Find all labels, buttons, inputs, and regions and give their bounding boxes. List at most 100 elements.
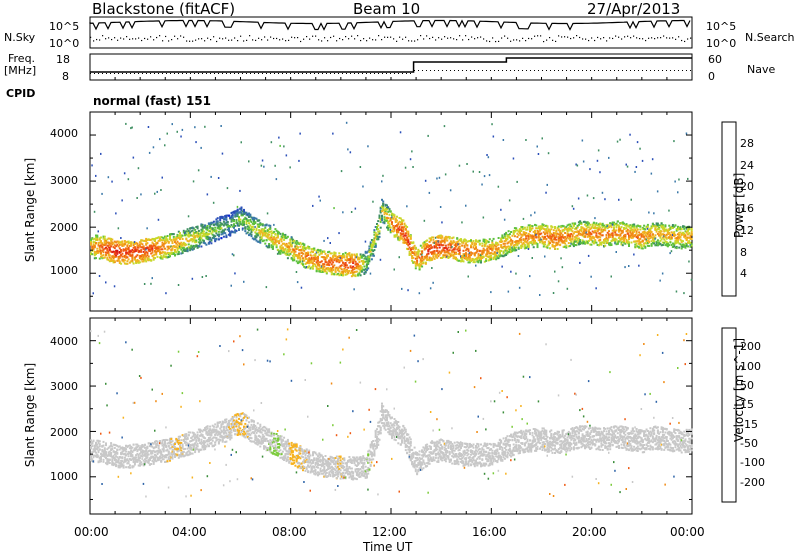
power-cell (325, 253, 327, 255)
power-cell (399, 256, 401, 258)
power-cell (480, 254, 482, 256)
power-cell (506, 238, 508, 240)
power-cell (421, 266, 423, 268)
power-cell (138, 167, 140, 169)
power-cell (373, 229, 375, 231)
power-cell (674, 234, 676, 236)
velocity-cell (125, 448, 127, 450)
power-cell (263, 166, 265, 168)
power-cell (133, 157, 135, 159)
power-cell (436, 247, 438, 249)
power-cell (503, 139, 505, 141)
power-cell (327, 255, 329, 257)
power-cell (432, 282, 434, 284)
power-cell (200, 147, 202, 149)
power-cell (126, 245, 128, 247)
velocity-cell (98, 335, 100, 337)
power-cell (217, 220, 219, 222)
power-cell (301, 255, 303, 257)
power-cell (163, 246, 165, 248)
power-cell (588, 255, 590, 257)
power-cell (642, 160, 644, 162)
power-cell (598, 149, 600, 151)
power-cell (200, 241, 202, 243)
power-cell (101, 247, 103, 249)
power-cell (121, 199, 123, 201)
power-cell (490, 291, 492, 293)
power-cell (528, 238, 530, 240)
power-cell (218, 238, 220, 240)
power-cell (162, 177, 164, 179)
power-cell (114, 285, 116, 287)
power-cell (480, 262, 482, 264)
power-cell (296, 271, 298, 273)
power-cell (419, 269, 421, 271)
power-cell (183, 247, 185, 249)
power-cell (91, 164, 93, 166)
power-cell (99, 258, 101, 260)
power-cell (501, 266, 503, 268)
power-cell (648, 245, 650, 247)
velocity-cell (93, 460, 95, 462)
power-cell (100, 153, 102, 155)
power-cell (407, 289, 409, 291)
power-cell (223, 225, 225, 227)
power-cell (401, 222, 403, 224)
power-cell (691, 243, 693, 245)
power-cell (131, 127, 133, 129)
power-cell (159, 138, 161, 140)
power-cell (204, 225, 206, 227)
power-cell (396, 234, 398, 236)
power-cell (175, 251, 177, 253)
power-cell (377, 220, 379, 222)
power-cell (498, 237, 500, 239)
power-cell (513, 158, 515, 160)
power-cell (361, 271, 363, 273)
power-cell (678, 179, 680, 181)
power-cell (379, 230, 381, 232)
power-cell (372, 201, 374, 203)
power-cell (599, 226, 601, 228)
power-cell (204, 126, 206, 128)
power-cell (439, 247, 441, 249)
power-cell (116, 250, 118, 252)
power-cell (515, 227, 517, 229)
power-cell (400, 218, 402, 220)
power-cell (262, 160, 264, 162)
power-cell (243, 281, 245, 283)
power-cell (446, 239, 448, 241)
power-cell (547, 247, 549, 249)
power-cell (192, 230, 194, 232)
power-cell (345, 267, 347, 269)
power-cell (256, 228, 258, 230)
velocity-cell (105, 453, 107, 455)
power-cell (381, 219, 383, 221)
power-cell (637, 229, 639, 231)
power-cell (565, 245, 567, 247)
power-cell (104, 236, 106, 238)
velocity-cell (116, 392, 118, 394)
power-cell (554, 226, 556, 228)
power-cell (558, 280, 560, 282)
power-cell (573, 208, 575, 210)
power-cell (402, 228, 404, 230)
power-cell (481, 184, 483, 186)
power-cell (294, 251, 296, 253)
power-cell (616, 251, 618, 253)
power-cell (348, 252, 350, 254)
power-cell (532, 225, 534, 227)
power-cell (489, 174, 491, 176)
power-cell (476, 250, 478, 252)
power-cell (210, 242, 212, 244)
power-cell (241, 207, 243, 209)
power-cell (350, 151, 352, 153)
power-cell (644, 247, 646, 249)
power-cell (377, 225, 379, 227)
power-cell (136, 254, 138, 256)
power-cell (440, 252, 442, 254)
power-cell (333, 207, 335, 209)
power-cell (291, 236, 293, 238)
power-cell (424, 220, 426, 222)
panel-frame-0 (90, 17, 692, 48)
power-cell (299, 259, 301, 261)
